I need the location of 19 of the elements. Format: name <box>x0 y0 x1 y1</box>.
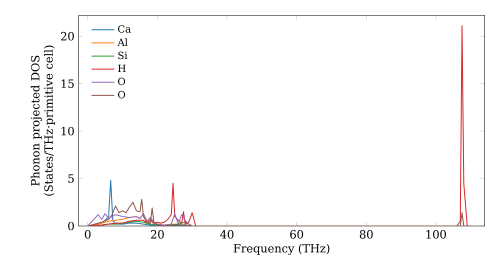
x-tick-label: 20 <box>150 230 164 239</box>
y-axis-title: Phonon projected DOS (States/THz·primitive cell) <box>30 46 56 196</box>
legend-label: H <box>118 64 126 72</box>
legend-label: Ca <box>118 25 131 33</box>
x-tick-label: 80 <box>360 230 373 239</box>
legend-label: Si <box>118 52 128 60</box>
y-tick-label: 15 <box>62 79 74 88</box>
x-tick-label: 0 <box>84 230 91 239</box>
y-tick-label: 0 <box>68 222 74 230</box>
y-tick-label: 10 <box>62 126 74 136</box>
y-tick-label: 5 <box>68 174 74 183</box>
y-tick-label: 20 <box>60 32 74 41</box>
legend-label: Al <box>117 38 128 46</box>
x-tick-label: 40 <box>220 230 234 239</box>
x-axis-title: Frequency (THz) <box>234 244 330 255</box>
x-tick-label: 60 <box>290 230 304 239</box>
x-tick-label: 100 <box>426 230 446 239</box>
legend-label: O <box>118 78 126 86</box>
legend-label: O <box>118 90 126 98</box>
